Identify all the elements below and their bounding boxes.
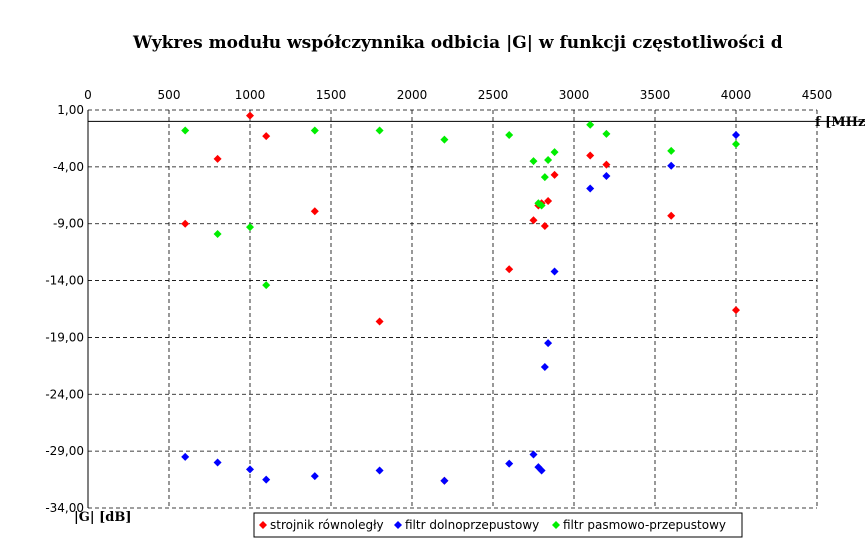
legend-box — [253, 512, 743, 538]
data-point — [505, 131, 514, 140]
legend-entry: strojnik równoległy — [270, 518, 384, 532]
data-point — [550, 148, 559, 157]
data-point — [213, 458, 222, 467]
data-point — [262, 132, 271, 141]
data-point — [505, 265, 514, 274]
chart-title: Wykres modułu współczynnika odbicia |G| … — [132, 33, 783, 53]
data-point — [310, 472, 319, 481]
legend: strojnik równoległy filtr dolnoprzepustow… — [253, 512, 743, 538]
legend-entry: filtr pasmowo-przepustowy — [563, 518, 726, 532]
data-point — [213, 154, 222, 163]
data-point — [544, 196, 553, 205]
data-point — [540, 173, 549, 182]
x-axis-ticks: 0 500 1000 1500 2000 2500 3000 3500 4000 4500 — [84, 88, 832, 102]
data-point — [667, 211, 676, 220]
data-point — [529, 450, 538, 459]
data-point — [667, 161, 676, 170]
data-point — [544, 156, 553, 165]
x-tick-label: 4500 — [802, 88, 833, 102]
y-tick-label: -29,00 — [45, 444, 84, 458]
grid — [88, 109, 818, 509]
data-point — [505, 459, 514, 468]
data-point — [246, 465, 254, 474]
data-point — [529, 157, 538, 166]
legend-entry: filtr dolnoprzepustowy — [405, 518, 539, 532]
series-3 — [181, 120, 740, 290]
y-tick-label: -19,00 — [45, 330, 84, 344]
x-tick-label: 1000 — [235, 88, 266, 102]
data-point — [732, 306, 740, 315]
data-point — [550, 267, 559, 276]
data-point — [537, 466, 546, 475]
x-tick-label: 2500 — [478, 88, 509, 102]
x-tick-label: 3000 — [559, 88, 590, 102]
data-point — [310, 126, 319, 135]
data-point — [529, 216, 538, 225]
series-1 — [181, 111, 740, 485]
legend-marker — [552, 521, 560, 529]
data-point — [440, 476, 449, 485]
data-points — [181, 111, 740, 485]
data-point — [540, 221, 549, 230]
y-tick-label: -34,00 — [45, 501, 84, 515]
data-point — [537, 201, 546, 210]
data-point — [181, 219, 190, 228]
data-point — [262, 475, 271, 484]
data-point — [667, 146, 676, 155]
x-tick-label: 500 — [158, 88, 181, 102]
data-point — [586, 184, 595, 193]
y-tick-label: 1,00 — [57, 103, 84, 117]
data-point — [181, 452, 190, 461]
y-axis-ticks: 1,00 -4,00 -9,00 -14,00 -19,00 -24,00 -29,00 -3… — [45, 103, 84, 515]
x-axis-label: f [MHz — [815, 115, 865, 130]
data-point — [440, 135, 449, 144]
y-tick-label: -4,00 — [53, 160, 84, 174]
data-point — [375, 126, 384, 135]
data-point — [602, 129, 611, 138]
data-point — [213, 229, 222, 238]
legend-marker — [259, 521, 267, 529]
data-point — [602, 160, 611, 169]
data-point — [586, 120, 595, 129]
data-point — [550, 170, 559, 179]
data-point — [544, 339, 553, 348]
data-point — [375, 317, 384, 326]
data-point — [602, 171, 611, 180]
y-axis-label: |G| [dB] — [74, 510, 131, 525]
data-point — [181, 126, 190, 135]
series-2 — [181, 131, 740, 485]
x-tick-label: 4000 — [721, 88, 752, 102]
data-point — [586, 151, 595, 160]
data-point — [375, 466, 384, 475]
y-tick-label: -24,00 — [45, 387, 84, 401]
data-point — [732, 140, 740, 149]
data-point — [246, 111, 254, 120]
x-tick-label: 1500 — [316, 88, 347, 102]
data-point — [310, 207, 319, 216]
data-point — [540, 362, 549, 371]
x-tick-label: 3500 — [640, 88, 671, 102]
y-tick-label: -9,00 — [53, 217, 84, 231]
data-point — [246, 223, 254, 232]
data-point — [262, 281, 271, 290]
x-tick-label: 2000 — [397, 88, 428, 102]
y-tick-label: -14,00 — [45, 274, 84, 288]
x-tick-label: 0 — [84, 88, 92, 102]
legend-marker — [394, 521, 402, 529]
data-point — [732, 131, 740, 140]
